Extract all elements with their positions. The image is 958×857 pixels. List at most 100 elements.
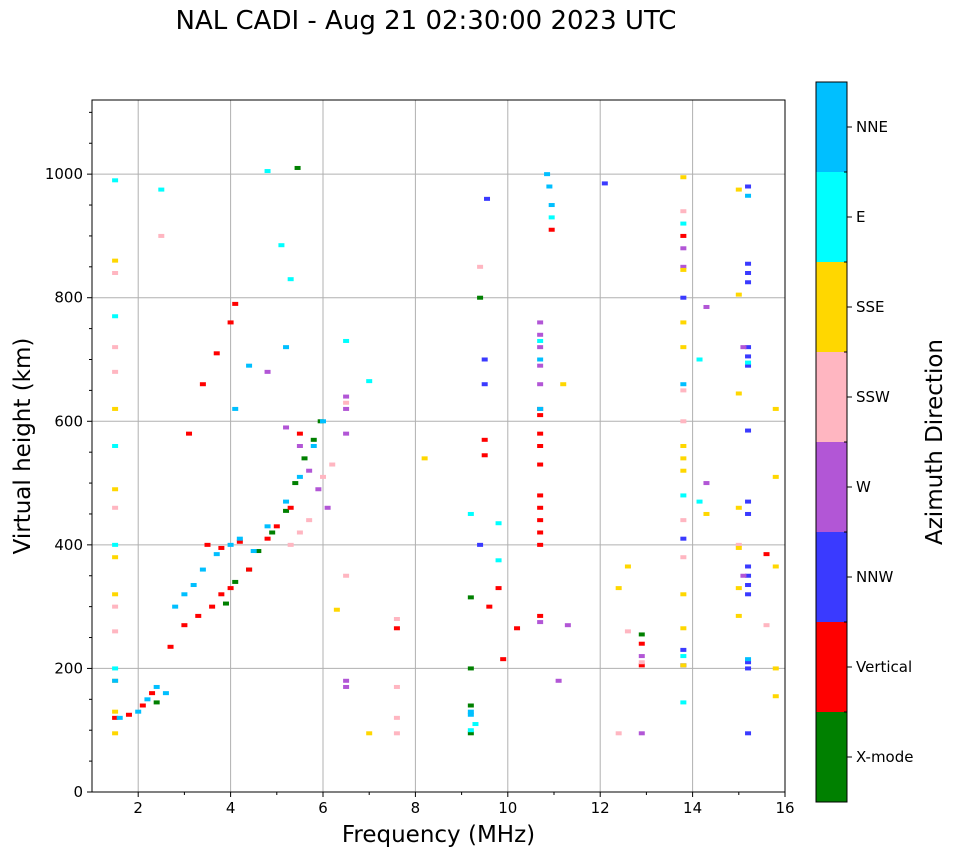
data-point-ssw (680, 388, 687, 393)
data-point-x-mode (467, 666, 474, 671)
x-tick-label: 14 (683, 799, 702, 817)
data-point-nnw (680, 647, 687, 652)
data-point-x-mode (301, 456, 308, 461)
data-point-sse (735, 391, 742, 396)
data-point-nnw (745, 345, 752, 350)
data-point-vertical (112, 715, 119, 720)
data-point-nnw (745, 280, 752, 285)
data-point-ssw (638, 660, 645, 665)
data-point-w (680, 264, 687, 269)
data-point-nnw (745, 184, 752, 189)
data-point-w (537, 332, 544, 337)
data-point-ssw (680, 555, 687, 560)
x-tick-label: 10 (498, 799, 517, 817)
data-point-w (680, 246, 687, 251)
data-point-e (112, 542, 119, 547)
data-point-vertical (149, 691, 156, 696)
colorbar-segment (816, 622, 847, 712)
colorbar-segment (816, 712, 847, 802)
data-point-ssw (393, 731, 400, 736)
colorbar-tick-label: SSE (856, 298, 885, 316)
data-point-nne (135, 709, 142, 714)
data-point-x-mode (467, 703, 474, 708)
data-point-sse (680, 592, 687, 597)
data-point-ssw (158, 233, 165, 238)
data-point-vertical (486, 604, 493, 609)
colorbar-segment (816, 532, 847, 622)
x-tick-label: 8 (411, 799, 421, 817)
data-point-ssw (624, 629, 631, 634)
data-point-e (112, 666, 119, 671)
data-point-e (696, 357, 703, 362)
data-point-vertical (514, 626, 521, 631)
x-tick-label: 2 (133, 799, 143, 817)
data-point-sse (735, 586, 742, 591)
data-point-nne (181, 592, 188, 597)
chart-title: NAL CADI - Aug 21 02:30:00 2023 UTC (175, 6, 677, 36)
data-point-vertical (537, 505, 544, 510)
x-tick-label: 16 (775, 799, 794, 817)
data-point-sse (680, 626, 687, 631)
x-axis-label: Frequency (MHz) (342, 822, 535, 848)
data-point-vertical (296, 431, 303, 436)
data-point-e (264, 169, 271, 174)
data-point-sse (703, 511, 710, 516)
data-point-vertical (264, 536, 271, 541)
data-point-ssw (393, 617, 400, 621)
data-point-nne (467, 709, 474, 714)
data-point-nnw (745, 511, 752, 516)
data-point-nne (310, 444, 317, 448)
data-point-w (343, 431, 350, 436)
data-point-sse (680, 444, 687, 448)
data-point-nnw (745, 271, 752, 275)
y-tick-label: 200 (54, 659, 83, 677)
data-point-nne (544, 172, 551, 177)
data-point-vertical (537, 462, 544, 467)
data-points (112, 165, 779, 736)
data-point-vertical (186, 431, 193, 436)
data-point-sse (680, 345, 687, 350)
data-point-x-mode (467, 731, 474, 736)
data-point-vertical (167, 644, 174, 649)
data-point-vertical (393, 626, 400, 631)
data-point-w (343, 684, 350, 689)
data-point-e (278, 243, 285, 248)
data-point-ssw (112, 271, 119, 275)
data-point-nne (680, 382, 687, 387)
colorbar-segment (816, 262, 847, 352)
data-point-vertical (287, 505, 294, 510)
data-point-ssw (112, 629, 119, 634)
data-point-nne (264, 524, 271, 529)
colorbar-tick-label: Vertical (856, 658, 912, 676)
data-point-sse (615, 586, 622, 591)
data-point-sse (680, 320, 687, 325)
data-point-e (112, 314, 119, 319)
data-point-e (680, 493, 687, 498)
data-point-w (555, 678, 562, 683)
data-point-sse (735, 505, 742, 510)
data-point-nne (283, 499, 290, 504)
data-point-vertical (199, 382, 206, 387)
data-point-e (680, 700, 687, 705)
data-point-e (537, 338, 544, 343)
data-point-ssw (393, 715, 400, 720)
data-point-ssw (680, 518, 687, 523)
colorbar-frame (815, 81, 848, 803)
data-point-nne (548, 203, 555, 208)
data-point-nne (112, 678, 119, 683)
data-point-w (306, 468, 313, 473)
data-point-sse (421, 456, 428, 461)
data-point-sse (112, 406, 119, 411)
data-point-nne (745, 193, 752, 198)
data-point-vertical (548, 227, 555, 232)
data-point-vertical (537, 413, 544, 418)
data-point-sse (112, 592, 119, 597)
data-point-nnw (745, 428, 752, 433)
data-point-nne (213, 552, 220, 557)
data-point-w (296, 444, 303, 448)
data-point-vertical (500, 657, 507, 662)
data-point-sse (772, 694, 779, 699)
data-point-vertical (537, 542, 544, 547)
data-point-vertical (537, 613, 544, 618)
